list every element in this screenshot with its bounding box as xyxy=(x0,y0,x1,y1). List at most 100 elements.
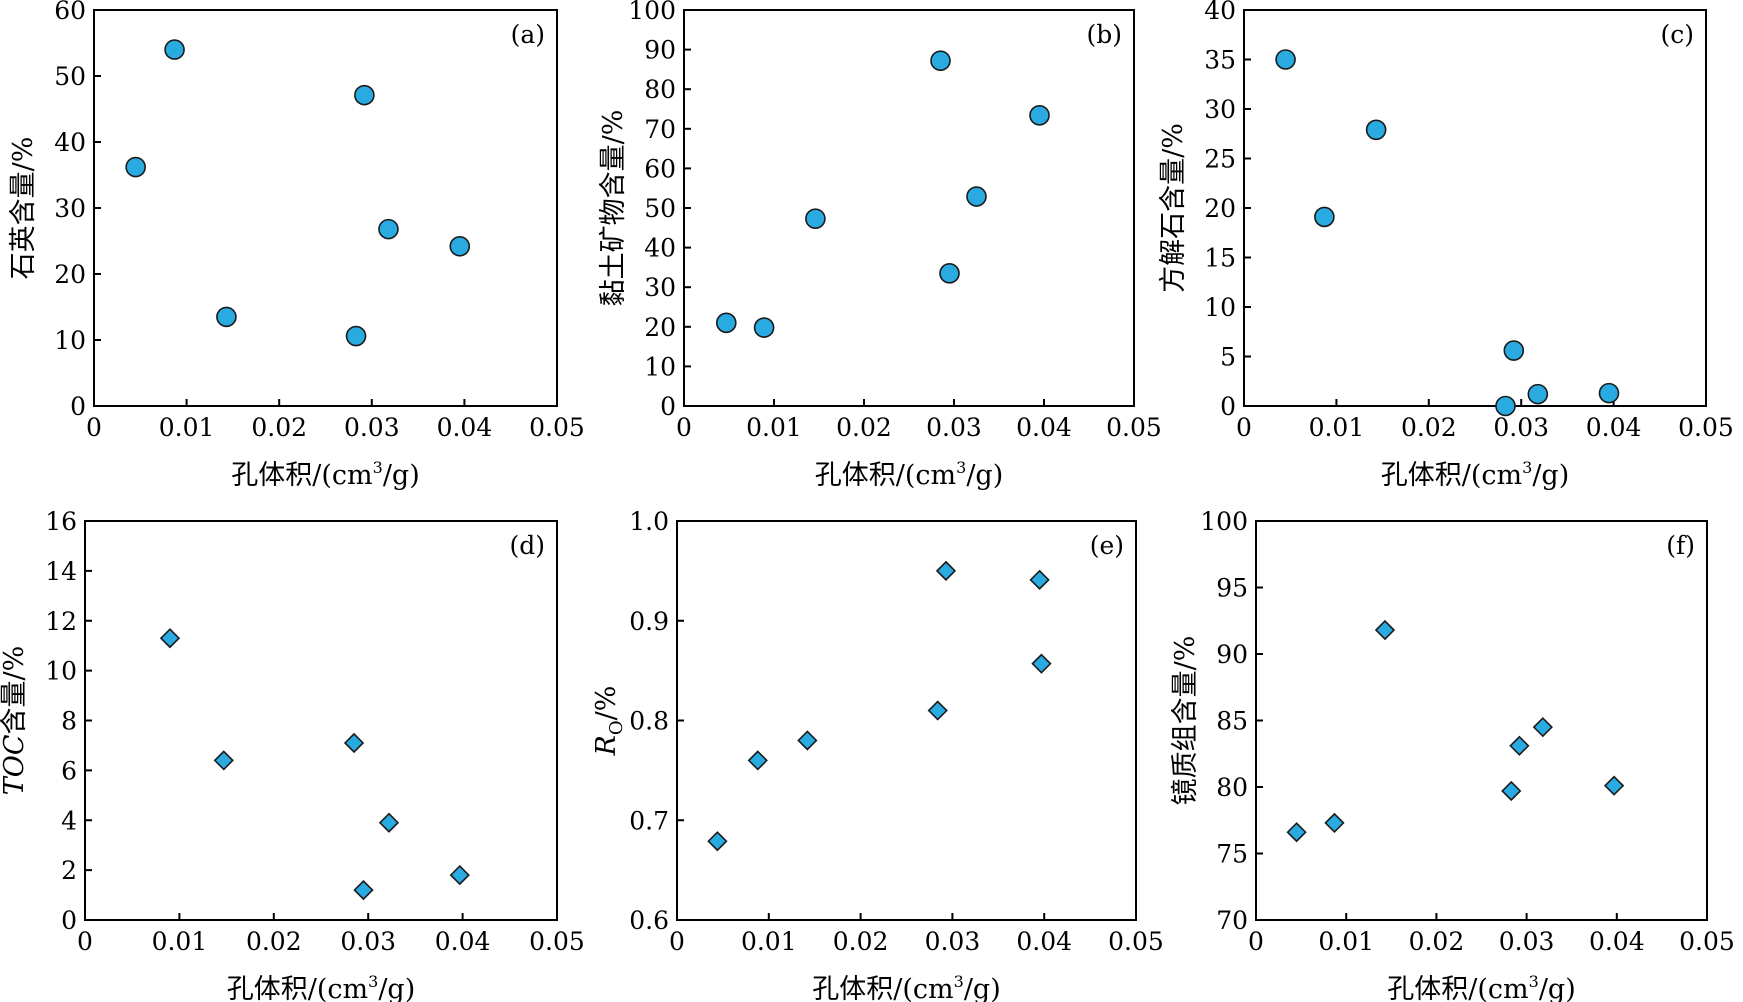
data-point-diamond xyxy=(797,730,818,751)
y-tick-label: 50 xyxy=(644,194,676,223)
data-point-circle xyxy=(125,156,146,178)
y-tick-label: 60 xyxy=(54,0,86,25)
panel-label: (d) xyxy=(509,531,545,560)
y-tick-label: 10 xyxy=(644,352,676,381)
x-axis-title: 孔体积/(cm3/g) xyxy=(227,972,415,1002)
plot-frame xyxy=(1243,9,1707,407)
y-tick-label: 100 xyxy=(1200,507,1248,536)
y-tick-label: 30 xyxy=(644,273,676,302)
y-tick-label: 25 xyxy=(1204,145,1236,174)
x-tick-label: 0.04 xyxy=(435,927,491,956)
x-tick-label: 0.05 xyxy=(1106,413,1162,442)
data-point-circle xyxy=(345,325,367,347)
y-tick-label: 0 xyxy=(1220,392,1236,421)
data-point-circle xyxy=(1029,105,1050,126)
y-tick-label: 0.7 xyxy=(629,806,669,835)
data-point-diamond xyxy=(343,732,365,754)
y-axis-title-text: 方解石含量/% xyxy=(1158,123,1189,293)
y-tick-label: 0.9 xyxy=(629,607,669,636)
data-point-diamond xyxy=(1509,735,1530,756)
y-tick-label: 20 xyxy=(1204,194,1236,223)
x-axis-title-unit: /g) xyxy=(966,460,1003,491)
y-axis-title-italic: R xyxy=(591,735,622,756)
y-axis-title-text: 石英含量/% xyxy=(8,137,39,280)
y-tick-label: 70 xyxy=(1216,906,1248,935)
x-tick-label: 0.04 xyxy=(1586,413,1642,442)
y-tick-label: 80 xyxy=(644,75,676,104)
x-axis-title-main: 孔体积/(cm xyxy=(815,460,956,491)
data-point-circle xyxy=(966,186,987,207)
panel-label: (b) xyxy=(1086,20,1122,49)
x-tick-label: 0.04 xyxy=(437,413,493,442)
y-tick-label: 0 xyxy=(70,392,86,421)
y-axis-title-text: 黏土矿物含量/% xyxy=(598,110,629,307)
data-point-circle xyxy=(354,84,375,106)
x-axis-title: 孔体积/(cm3/g) xyxy=(231,458,419,491)
plot-frame xyxy=(84,520,558,921)
y-tick-label: 0 xyxy=(61,906,77,935)
x-tick-label: 0.02 xyxy=(246,927,302,956)
y-tick-label: 1.0 xyxy=(629,507,669,536)
x-axis-title: 孔体积/(cm3/g) xyxy=(812,972,1000,1002)
x-axis-title-unit: /g) xyxy=(1539,974,1576,1002)
y-tick-label: 10 xyxy=(54,326,86,355)
y-tick-label: 40 xyxy=(1204,0,1236,25)
x-tick-label: 0 xyxy=(676,413,692,442)
x-tick-label: 0.02 xyxy=(1401,413,1457,442)
panel-b: 0 0.01 0.02 0.03 0.04 0.05 0 10 20 30 40 50 60 70 80 90… xyxy=(598,0,1162,491)
y-axis-title-text: /% xyxy=(591,686,622,721)
y-axis-title-subscript: O xyxy=(606,720,627,735)
panel-label: (e) xyxy=(1090,531,1124,560)
panel-label: (c) xyxy=(1660,20,1694,49)
y-axis-title-text: 镜质组含量/% xyxy=(1170,636,1201,806)
data-point-circle xyxy=(1527,383,1549,405)
y-tick-label: 40 xyxy=(54,128,86,157)
x-tick-label: 0.05 xyxy=(1678,413,1734,442)
y-axis-title: 黏土矿物含量/% xyxy=(598,110,629,307)
x-tick-label: 0.03 xyxy=(926,413,982,442)
data-point-circle xyxy=(216,306,237,328)
data-point-diamond xyxy=(1532,717,1553,738)
panel-d: 0 0.01 0.02 0.03 0.04 0.05 0 2 4 6 8 10 12 14 16 (d) 孔体积… xyxy=(0,507,585,1002)
data-point-diamond xyxy=(1029,569,1050,590)
data-point-circle xyxy=(753,317,775,338)
data-point-circle xyxy=(930,50,951,71)
y-tick-label: 10 xyxy=(1204,293,1236,322)
x-tick-label: 0.03 xyxy=(340,927,396,956)
x-axis-title-main: 孔体积/(cm xyxy=(231,460,372,491)
data-point-circle xyxy=(715,312,737,334)
x-axis-title-unit: /g) xyxy=(1532,460,1569,491)
x-tick-label: 0.02 xyxy=(836,413,892,442)
x-axis-title-superscript: 3 xyxy=(954,972,964,991)
plot-frame xyxy=(93,9,558,407)
x-axis-title: 孔体积/(cm3/g) xyxy=(1387,972,1575,1002)
x-axis-title: 孔体积/(cm3/g) xyxy=(815,458,1003,491)
y-axis-title-italic: TOC xyxy=(0,734,30,795)
x-tick-label: 0.02 xyxy=(251,413,307,442)
x-tick-label: 0.01 xyxy=(159,413,215,442)
y-tick-label: 30 xyxy=(1204,95,1236,124)
data-point-diamond xyxy=(353,879,374,901)
y-tick-label: 70 xyxy=(644,115,676,144)
data-point-diamond xyxy=(707,831,728,852)
y-tick-label: 90 xyxy=(644,36,676,65)
y-tick-label: 4 xyxy=(61,806,77,835)
data-point-circle xyxy=(939,263,960,284)
x-tick-label: 0.01 xyxy=(741,927,797,956)
data-point-diamond xyxy=(378,812,400,833)
x-axis-title-superscript: 3 xyxy=(373,458,383,477)
data-point-circle xyxy=(1495,395,1516,417)
y-tick-label: 10 xyxy=(45,657,77,686)
y-tick-label: 15 xyxy=(1204,244,1236,273)
x-tick-label: 0.01 xyxy=(746,413,802,442)
data-point-circle xyxy=(1365,119,1387,141)
data-point-diamond xyxy=(1374,619,1396,641)
panel-a: 0 0.01 0.02 0.03 0.04 0.05 0 10 20 30 40 50 60 (a) 孔体积… xyxy=(8,0,585,491)
y-tick-label: 8 xyxy=(61,707,77,736)
y-tick-label: 50 xyxy=(54,62,86,91)
panel-label: (f) xyxy=(1666,531,1695,560)
panel-e: 0 0.01 0.02 0.03 0.04 0.05 0.6 0.7 0.8 0.9 1.0 (e) 孔… xyxy=(591,507,1164,1002)
x-tick-label: 0.05 xyxy=(529,413,585,442)
y-axis-title: 石英含量/% xyxy=(8,137,39,280)
